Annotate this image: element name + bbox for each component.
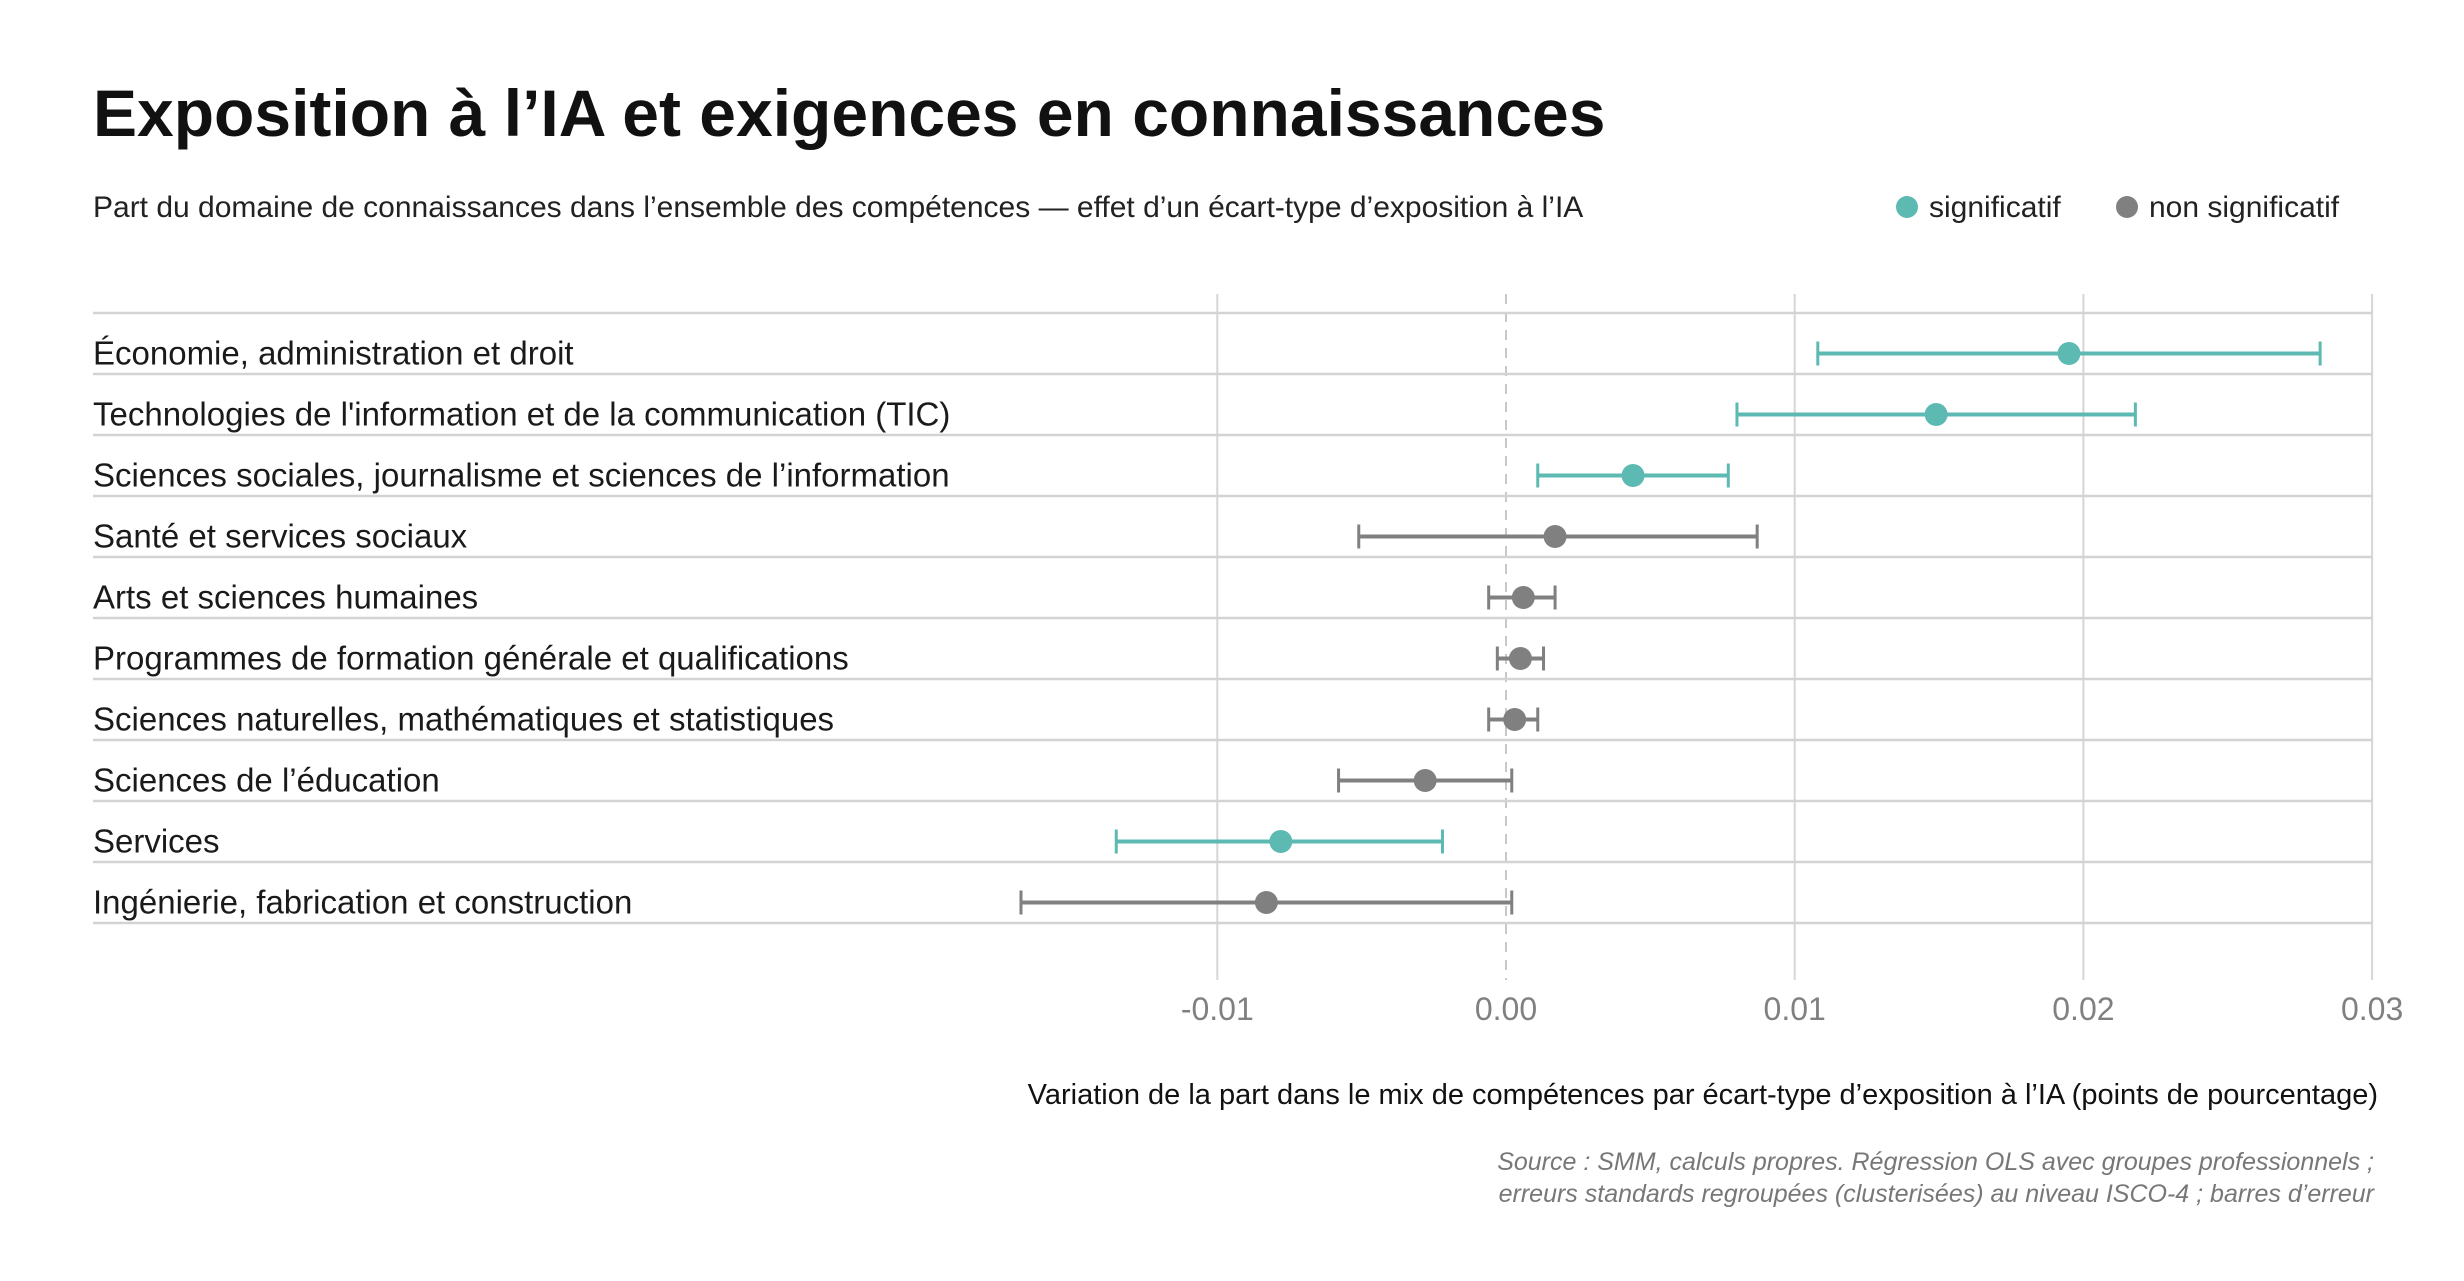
source-line-2: erreurs standards regroupées (clusterisé… [1499, 1180, 2376, 1208]
estimate-point [1269, 830, 1293, 853]
estimate-point [1503, 708, 1527, 731]
legend-label-non-significant: non significatif [2149, 191, 2340, 224]
rows: Économie, administration et droit Technol… [93, 335, 2322, 921]
category-label: Arts et sciences humaines [93, 579, 478, 616]
estimate-point [1413, 769, 1437, 792]
category-label: Ingénierie, fabrication et construction [93, 884, 632, 921]
estimate-point [1924, 403, 1948, 426]
category-label: Économie, administration et droit [93, 335, 574, 372]
x-tick-label: 0.02 [2052, 991, 2114, 1027]
legend: significatif non significatif [1896, 191, 2340, 224]
legend-marker-non-significant [2116, 196, 2138, 218]
x-tick-label: 0.03 [2341, 991, 2403, 1027]
x-tick-label: 0.01 [1764, 991, 1826, 1027]
estimate-point [2057, 342, 2081, 365]
legend-label-significant: significatif [1929, 191, 2061, 224]
chart-title: Exposition à l’IA et exigences en connai… [93, 76, 1605, 150]
category-label: Technologies de l'information et de la c… [93, 396, 950, 433]
estimate-point [1254, 891, 1278, 914]
x-axis-ticks: -0.01 0.00 0.01 0.02 0.03 [1181, 991, 2403, 1027]
source-line-1: Source : SMM, calculs propres. Régressio… [1497, 1148, 2374, 1176]
estimate-point [1511, 586, 1535, 609]
category-label: Sciences de l’éducation [93, 762, 440, 799]
grid [93, 294, 2374, 980]
estimate-point [1543, 525, 1567, 548]
legend-marker-significant [1896, 196, 1918, 218]
category-label: Santé et services sociaux [93, 518, 468, 555]
estimate-point [1508, 647, 1532, 670]
x-axis-label: Variation de la part dans le mix de comp… [1028, 1079, 2378, 1111]
category-label: Programmes de formation générale et qual… [93, 640, 849, 677]
x-tick-label: 0.00 [1475, 991, 1537, 1027]
chart-subtitle: Part du domaine de connaissances dans l’… [93, 191, 1583, 224]
estimate-point [1621, 464, 1645, 487]
category-label: Sciences sociales, journalisme et scienc… [93, 457, 950, 494]
category-label: Sciences naturelles, mathématiques et st… [93, 701, 834, 738]
x-tick-label: -0.01 [1181, 991, 1254, 1027]
category-label: Services [93, 823, 220, 860]
